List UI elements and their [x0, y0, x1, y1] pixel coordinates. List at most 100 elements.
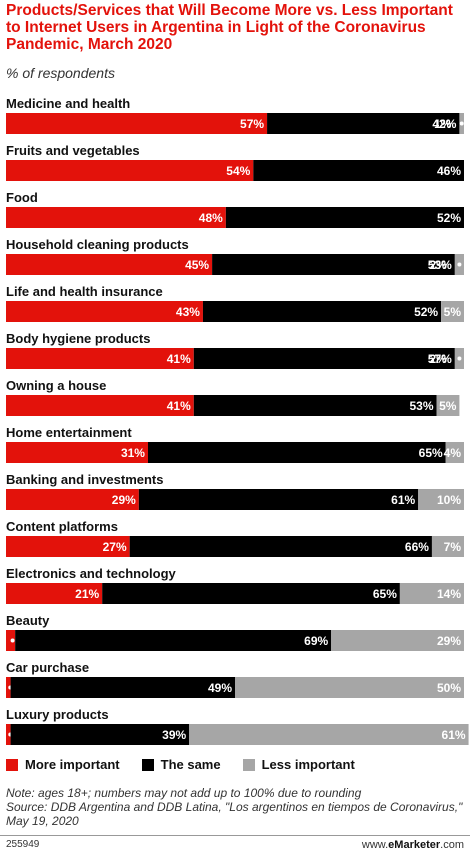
footer-divider	[0, 835, 470, 836]
bar-segment	[6, 395, 194, 416]
bar-segment	[6, 207, 226, 228]
chart-subtitle: % of respondents	[6, 65, 115, 81]
value-label: 43%	[176, 305, 200, 319]
value-label: 69%	[304, 634, 328, 648]
value-label: 49%	[208, 681, 232, 695]
bar-segment	[225, 207, 464, 228]
bar-segment	[436, 395, 460, 416]
value-label: 65%	[373, 587, 397, 601]
small-value-marker	[457, 262, 462, 267]
small-value-marker	[457, 356, 462, 361]
bar-segment	[193, 348, 455, 369]
bar-segment	[6, 536, 130, 557]
bar-segment	[399, 583, 464, 604]
value-label: 2%	[429, 258, 447, 272]
bar-segment	[431, 536, 464, 557]
category-label: Car purchase	[6, 660, 89, 675]
value-label: 57%	[428, 352, 452, 366]
category-label: Home entertainment	[6, 425, 132, 440]
value-label: 65%	[419, 446, 443, 460]
bar-segment	[6, 113, 268, 134]
legend-swatch-less-important	[242, 758, 255, 771]
legend-item-less-important: Less important	[242, 757, 355, 772]
bar-segment	[202, 301, 442, 322]
bar-segment	[138, 489, 419, 510]
value-label: 42%	[432, 117, 456, 131]
bar-segment	[6, 160, 254, 181]
legend: More important The same Less important	[6, 757, 377, 772]
value-label: 45%	[185, 258, 209, 272]
category-label: Medicine and health	[6, 96, 130, 111]
value-label: 29%	[112, 493, 136, 507]
category-label: Banking and investments	[6, 472, 163, 487]
category-label: Body hygiene products	[6, 331, 150, 346]
bar-segment	[6, 489, 139, 510]
value-label: 21%	[75, 587, 99, 601]
chart-id: 255949	[6, 839, 40, 850]
chart-title: Products/Services that Will Become More …	[6, 2, 453, 53]
value-label: 2%	[429, 352, 447, 366]
category-label: Beauty	[6, 613, 50, 628]
bar-segment	[441, 301, 464, 322]
value-label: 46%	[437, 164, 461, 178]
bar-segment	[15, 630, 332, 651]
bar-segment	[102, 583, 400, 604]
bar-segment	[253, 160, 464, 181]
bar-segment	[6, 583, 103, 604]
bar-segment	[212, 254, 455, 275]
bar-segment	[10, 677, 235, 698]
value-label: 10%	[437, 493, 461, 507]
category-label: Life and health insurance	[6, 284, 163, 299]
legend-label: More important	[25, 757, 120, 772]
brand-prefix: www.	[361, 839, 389, 851]
category-label: Luxury products	[6, 707, 109, 722]
bar-segment	[193, 395, 437, 416]
value-label: 41%	[167, 399, 191, 413]
legend-item-more-important: More important	[6, 757, 120, 772]
value-label: 1%	[434, 117, 452, 131]
bar-segment	[189, 724, 469, 745]
brand-name: eMarketer	[388, 839, 441, 851]
value-label: 53%	[409, 399, 433, 413]
value-label: 66%	[405, 540, 429, 554]
category-label: Household cleaning products	[6, 237, 189, 252]
value-label: 29%	[437, 634, 461, 648]
value-label: 4%	[444, 446, 462, 460]
value-label: 5%	[439, 399, 457, 413]
value-label: 61%	[391, 493, 415, 507]
category-label: Food	[6, 190, 38, 205]
category-label: Electronics and technology	[6, 566, 177, 581]
category-label: Fruits and vegetables	[6, 143, 140, 158]
value-label: 41%	[167, 352, 191, 366]
brand-suffix: .com	[440, 839, 464, 851]
value-label: 57%	[240, 117, 264, 131]
value-label: 39%	[162, 728, 186, 742]
value-label: 52%	[414, 305, 438, 319]
small-value-marker	[10, 638, 15, 643]
stacked-bar-chart: Medicine and health 57% 42%1% Fruits and ve…	[6, 96, 469, 745]
legend-swatch-the-same	[141, 758, 154, 771]
chart-note: Note: ages 18+; numbers may not add up t…	[6, 786, 463, 828]
value-label: 50%	[437, 681, 461, 695]
value-label: 27%	[103, 540, 127, 554]
bar-segment	[6, 348, 194, 369]
value-label: 61%	[442, 728, 466, 742]
value-label: 54%	[226, 164, 250, 178]
bar-segment	[6, 254, 213, 275]
bar-segment	[331, 630, 464, 651]
value-label: 52%	[437, 211, 461, 225]
value-label: 31%	[121, 446, 145, 460]
bar-segment	[6, 301, 203, 322]
bar-segment	[445, 442, 464, 463]
value-label: 14%	[437, 587, 461, 601]
bar-segment	[147, 442, 446, 463]
category-label: Content platforms	[6, 519, 118, 534]
value-label: 53%	[428, 258, 452, 272]
value-label: 7%	[444, 540, 462, 554]
small-value-marker	[459, 121, 464, 126]
legend-label: The same	[160, 757, 221, 772]
bar-segment	[129, 536, 432, 557]
brand-logo: www.eMarketer.com	[362, 839, 464, 851]
category-label: Owning a house	[6, 378, 106, 393]
value-label: 48%	[199, 211, 223, 225]
